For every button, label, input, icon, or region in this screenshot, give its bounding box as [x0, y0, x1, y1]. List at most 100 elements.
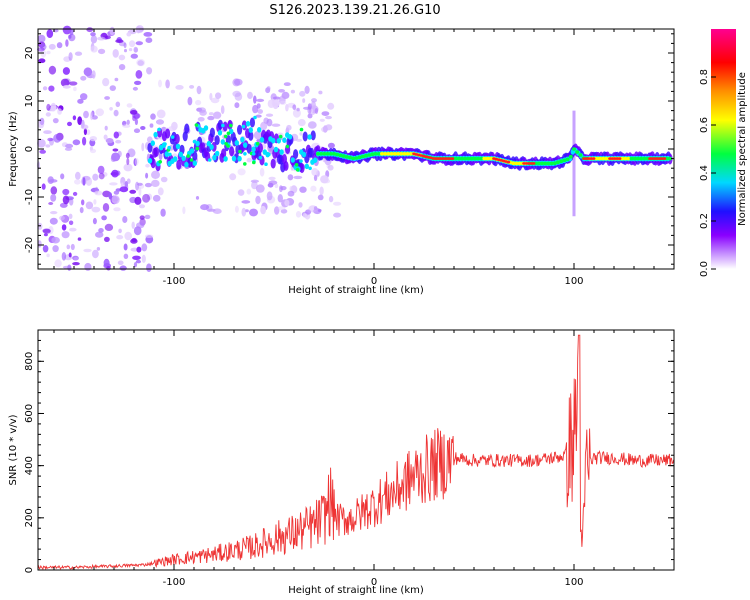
spectrogram-noise-blob: [313, 174, 318, 181]
ridge-core: [575, 150, 580, 154]
ridge-halo: [270, 158, 276, 169]
ridge-cyan: [240, 136, 245, 143]
snr-plot-area: [38, 330, 674, 570]
spectrogram-noise-blob: [131, 237, 137, 243]
spectrogram-noise-blob: [299, 186, 307, 193]
spectrogram-noise-blob: [62, 85, 71, 89]
ridge-fragment: [299, 159, 303, 163]
ridge-fragment: [243, 152, 247, 156]
ridge-halo: [182, 131, 188, 142]
spectrogram-noise-blob: [118, 64, 126, 71]
spectrogram-noise-blob: [89, 136, 98, 142]
ridge-core: [556, 160, 560, 164]
spectrogram-noise-blob: [98, 48, 106, 55]
spectrogram-x-axis-label: Height of straight line (km): [288, 285, 424, 296]
y-tick-label: 800: [24, 352, 35, 371]
spectrogram-noise-blob: [234, 205, 239, 213]
colorbar-ticks: 0.0 0.2 0.4 0.6 0.8: [699, 69, 716, 277]
spectrogram-noise-blob: [130, 110, 138, 115]
ridge-fragment: [308, 166, 312, 171]
ridge-core: [386, 152, 391, 156]
spectrogram-noise-blob: [299, 132, 303, 136]
ridge-core: [405, 152, 410, 156]
spectrogram-noise-blob: [118, 228, 122, 234]
spectrogram-noise-blob: [144, 182, 152, 188]
x-tick-label: -100: [163, 276, 186, 287]
ridge-fragment: [264, 162, 268, 166]
colorbar-tick-label: 0.4: [699, 165, 710, 181]
ridge-cyan: [287, 134, 293, 140]
spectrogram-noise-blob: [92, 249, 99, 259]
spectrogram-noise-blob: [111, 169, 119, 178]
ridge-halo: [237, 124, 243, 135]
spectrogram-noise-blob: [98, 172, 105, 180]
spectrogram-noise-blob: [267, 182, 274, 188]
ridge-cyan: [290, 157, 295, 163]
spectrogram-noise-blob: [298, 202, 303, 208]
ridge-fragment: [194, 123, 199, 127]
spectrogram-noise-blob: [137, 60, 144, 66]
spectrogram-noise-blob: [144, 234, 154, 238]
spectrogram-noise-blob: [290, 89, 295, 94]
ridge-halo: [302, 131, 308, 142]
ridge-core: [373, 152, 378, 156]
spectrogram-noise-blob: [136, 26, 141, 34]
spectrogram-noise-blob: [123, 163, 133, 172]
spectrogram-noise-blob: [40, 49, 47, 58]
ridge-peak: [506, 160, 511, 164]
ridge-fragment: [255, 141, 260, 146]
ridge-fragment: [295, 168, 300, 172]
ridge-fragment: [258, 155, 263, 160]
spectrogram-noise-blob: [105, 138, 114, 144]
spectrogram-noise-blob: [37, 47, 45, 52]
spectrogram-noise-blob: [113, 190, 120, 195]
snr-x-ticks: -100 0 100: [53, 330, 675, 588]
spectrogram-noise-blob: [307, 103, 312, 110]
spectrogram-noise-blob: [287, 190, 295, 197]
spectrogram-noise-blob: [302, 98, 306, 103]
ridge-core: [562, 158, 567, 163]
spectrogram-noise-blob: [266, 118, 273, 127]
spectrogram-noise-blob: [90, 32, 96, 37]
ridge-cyan: [307, 134, 312, 140]
y-tick-label: 600: [24, 404, 35, 423]
ridge-halo: [248, 130, 254, 141]
colorbar-label: Normalized spectral amplitude: [737, 72, 748, 226]
ridge-core: [335, 152, 340, 157]
ridge-halo: [283, 161, 289, 171]
spectrogram-noise-blob: [279, 100, 287, 105]
spectrogram-noise-blob: [133, 262, 138, 268]
ridge-cyan: [184, 161, 189, 168]
spectrogram-noise-blob: [123, 253, 129, 259]
ridge-cyan: [237, 155, 242, 162]
spectrogram-noise-blob: [102, 77, 110, 87]
ridge-cyan: [209, 144, 214, 150]
spectrogram-noise-blob: [68, 52, 73, 61]
ridge-core: [328, 152, 333, 156]
spectrogram-noise-blob: [302, 213, 307, 218]
spectrogram-noise-blob: [104, 223, 114, 231]
spectrogram-noise-blob: [46, 253, 50, 258]
spectrogram-noise-blob: [308, 205, 318, 213]
ridge-core: [408, 152, 413, 156]
ridge-halo: [246, 143, 252, 154]
spectrogram-noise-blob: [66, 244, 71, 250]
spectrogram-noise-blob: [80, 93, 88, 101]
spectrogram-noise-blob: [51, 236, 60, 244]
spectrogram-noise-blob: [165, 79, 170, 89]
spectrogram-noise-blob: [319, 186, 324, 196]
spectrogram-noise-blob: [237, 189, 245, 196]
ridge-halo: [217, 119, 223, 130]
spectrogram-noise-blob: [52, 245, 59, 253]
spectrogram-noise-blob: [46, 50, 51, 55]
x-tick-label: 0: [371, 276, 377, 287]
spectrogram-noise-blob: [198, 107, 206, 113]
spectrogram-noise-blob: [135, 259, 141, 264]
x-tick-label: 100: [564, 577, 583, 588]
spectrogram-noise-blob: [255, 195, 261, 205]
spectrogram-noise-blob: [108, 192, 113, 200]
ridge-halo: [176, 159, 182, 170]
spectrogram-noise-blob: [84, 262, 92, 271]
spectrogram-noise-blob: [325, 115, 332, 120]
spectrogram-noise-blob: [53, 133, 62, 143]
